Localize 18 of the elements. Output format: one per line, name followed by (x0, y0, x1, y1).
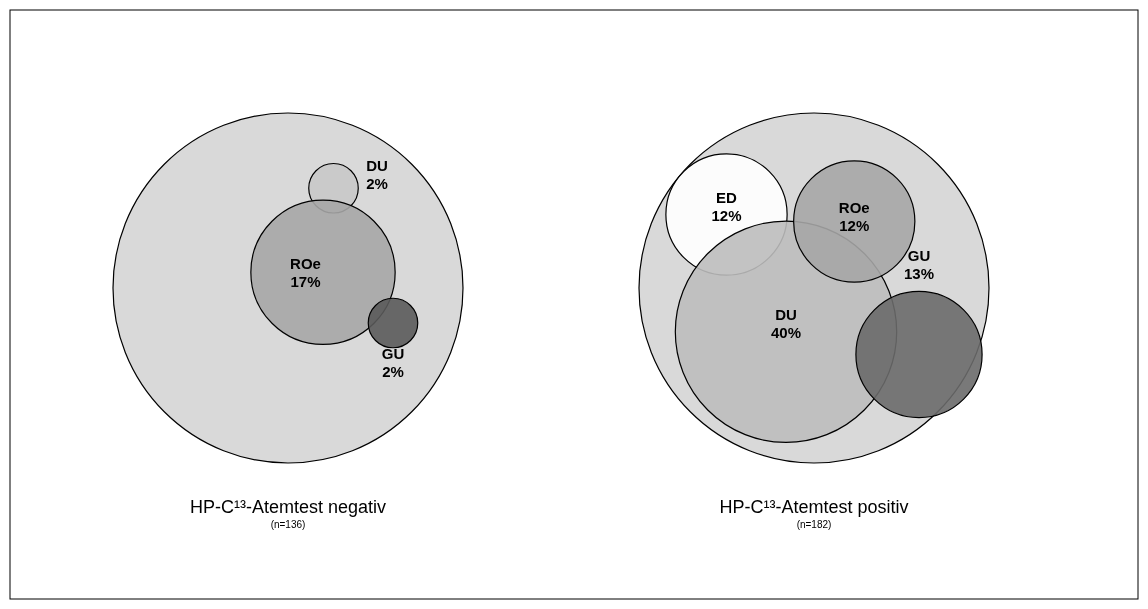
category-label: GU (907, 246, 931, 264)
category-label: GU (381, 344, 405, 362)
data-label: 12% (711, 206, 742, 224)
category-label: ROe (838, 199, 870, 217)
category-label: DU (366, 157, 388, 175)
data-label: 40% (770, 324, 802, 341)
data-label: 17% (290, 273, 321, 291)
text: HP-C¹³-Atemtest negativ (189, 497, 387, 517)
data-label: 12% (839, 217, 870, 235)
data-label: 2% (366, 175, 388, 193)
text: HP-C¹³-Atemtest positiv (719, 497, 909, 517)
category-label: DU (775, 306, 797, 323)
text: (n=136) (270, 519, 306, 530)
category-label: ROe (290, 255, 321, 273)
text: (n=182) (796, 519, 832, 530)
category-label: ED (716, 188, 738, 206)
data-label: 13% (903, 264, 935, 282)
data-label: 2% (382, 362, 404, 380)
